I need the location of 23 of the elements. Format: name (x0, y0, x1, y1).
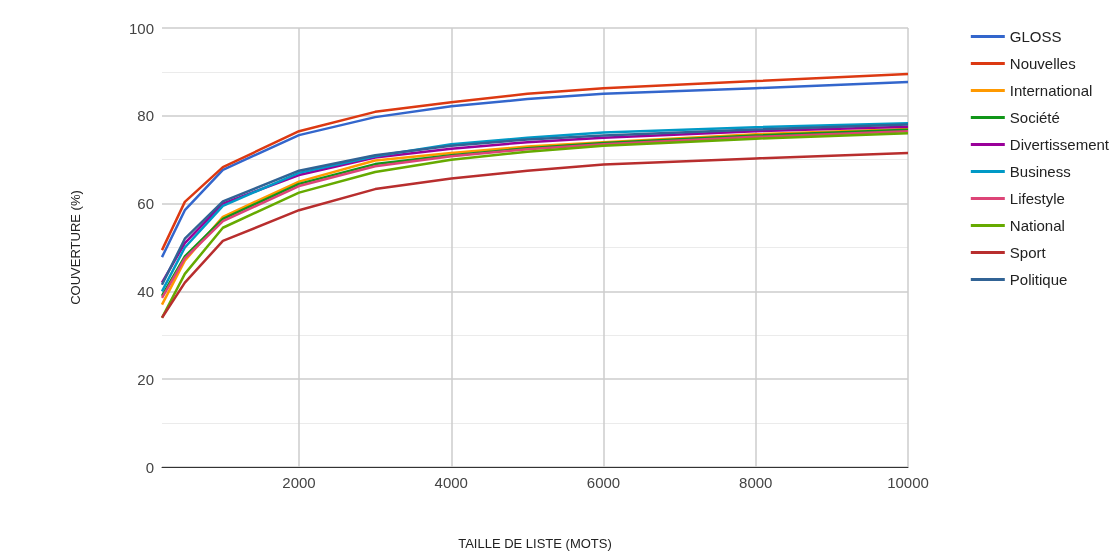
y-tick-label: 40 (137, 282, 154, 300)
y-tick-label: 100 (128, 19, 154, 37)
legend-label: Divertissement (1009, 136, 1110, 153)
legend-label: Politique (1009, 271, 1068, 288)
y-tick-label: 60 (137, 195, 154, 213)
y-tick-label: 0 (145, 458, 154, 476)
x-tick-label: 2000 (282, 474, 316, 491)
legend-label: Lifestyle (1009, 190, 1065, 207)
x-tick-label: 10000 (887, 474, 929, 491)
legend-label: Nouvelles (1009, 55, 1076, 72)
y-axis-title: COUVERTURE (%) (68, 190, 83, 305)
x-tick-label: 8000 (739, 474, 773, 491)
x-axis-title: TAILLE DE LISTE (MOTS) (458, 536, 612, 551)
y-tick-label: 20 (137, 370, 154, 388)
x-tick-label: 4000 (434, 474, 468, 491)
legend-label: Sport (1009, 244, 1047, 261)
legend-label: GLOSS (1009, 28, 1062, 45)
legend-label: Société (1009, 109, 1060, 126)
legend-label: Business (1009, 163, 1071, 180)
x-tick-label: 6000 (586, 474, 621, 491)
y-tick-label: 80 (137, 107, 154, 125)
legend-label: National (1009, 217, 1065, 234)
legend-label: International (1009, 82, 1093, 99)
